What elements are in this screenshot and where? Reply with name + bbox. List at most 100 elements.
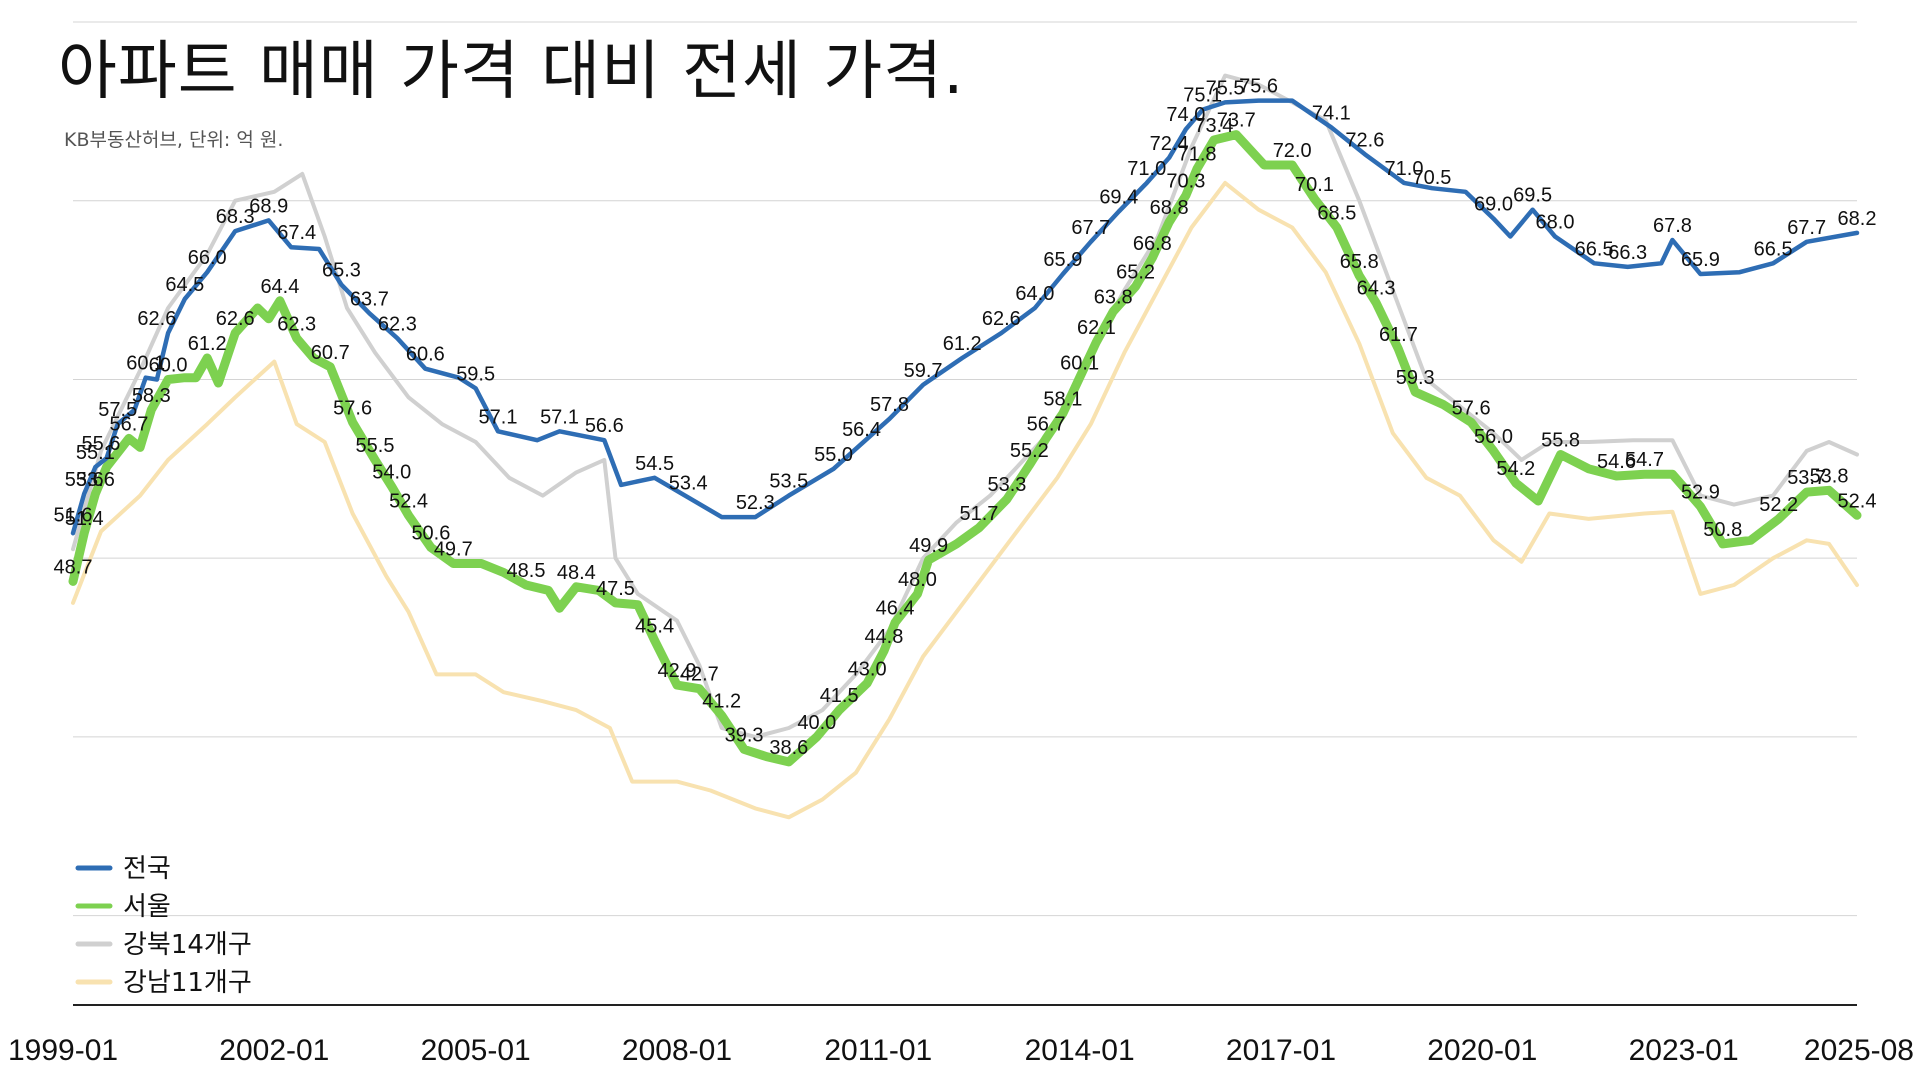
data-label: 64.4 bbox=[260, 276, 299, 298]
data-label: 48.5 bbox=[507, 560, 546, 582]
data-label: 52.4 bbox=[1838, 490, 1877, 512]
data-label: 53.8 bbox=[1810, 465, 1849, 487]
data-label: 67.7 bbox=[1071, 217, 1110, 239]
data-label: 62.6 bbox=[216, 308, 255, 330]
data-label: 65.2 bbox=[1116, 262, 1155, 284]
data-label: 55.6 bbox=[81, 433, 120, 455]
data-label: 55.5 bbox=[356, 435, 395, 457]
data-label: 52.4 bbox=[389, 490, 428, 512]
data-label: 66.5 bbox=[1575, 238, 1614, 260]
legend-entry: 서울 bbox=[123, 892, 171, 922]
data-label: 65.9 bbox=[1681, 249, 1720, 271]
data-label: 58.3 bbox=[132, 385, 171, 407]
x-tick-label: 2017-01 bbox=[1226, 1034, 1336, 1067]
data-label: 48.0 bbox=[898, 569, 937, 591]
data-label: 68.5 bbox=[1317, 203, 1356, 225]
series-line-2 bbox=[71, 73, 1859, 739]
data-label: 67.4 bbox=[277, 222, 316, 244]
x-tick-label: 1999-01 bbox=[8, 1034, 118, 1067]
data-label: 45.4 bbox=[635, 615, 674, 637]
data-label: 75.5 bbox=[1206, 77, 1245, 99]
data-label: 64.0 bbox=[1015, 283, 1054, 305]
data-label: 43.0 bbox=[848, 658, 887, 680]
x-tick-label: 2011-01 bbox=[824, 1034, 932, 1067]
series-lines bbox=[68, 73, 1862, 820]
data-label: 69.5 bbox=[1513, 185, 1552, 207]
data-label: 68.2 bbox=[1838, 208, 1877, 230]
data-label: 68.3 bbox=[216, 206, 255, 228]
data-label: 70.3 bbox=[1166, 170, 1205, 192]
data-label: 69.4 bbox=[1099, 186, 1138, 208]
data-label: 66.0 bbox=[188, 247, 227, 269]
series-line-1 bbox=[68, 130, 1862, 767]
data-label: 64.5 bbox=[165, 274, 204, 296]
data-label: 51.4 bbox=[65, 508, 104, 530]
data-label: 62.6 bbox=[982, 308, 1021, 330]
data-label: 63.7 bbox=[350, 288, 389, 310]
data-label: 55.1 bbox=[76, 442, 115, 464]
data-label: 49.9 bbox=[909, 535, 948, 557]
data-label: 74.0 bbox=[1166, 104, 1205, 126]
data-label: 42.7 bbox=[680, 664, 719, 686]
data-label: 73.7 bbox=[1217, 110, 1256, 132]
data-label: 50.8 bbox=[1703, 519, 1742, 541]
data-label: 59.3 bbox=[1396, 367, 1435, 389]
data-label: 60.6 bbox=[406, 344, 445, 366]
data-label: 61.2 bbox=[943, 333, 982, 355]
data-label: 56.7 bbox=[1027, 413, 1066, 435]
data-label: 38.6 bbox=[769, 737, 808, 759]
data-label: 57.6 bbox=[1452, 397, 1491, 419]
data-label: 60.7 bbox=[311, 342, 350, 364]
data-label: 62.3 bbox=[277, 313, 316, 335]
data-label: 53.4 bbox=[669, 472, 708, 494]
data-label: 66.8 bbox=[1133, 233, 1172, 255]
data-label: 54.7 bbox=[1625, 449, 1664, 471]
data-label: 52.9 bbox=[1681, 481, 1720, 503]
data-label: 48.4 bbox=[557, 562, 596, 584]
data-label: 48.7 bbox=[54, 556, 93, 578]
data-label: 61.7 bbox=[1379, 324, 1418, 346]
data-label: 67.7 bbox=[1787, 217, 1826, 239]
data-label: 75.1 bbox=[1183, 85, 1222, 107]
data-label: 55.2 bbox=[1010, 440, 1049, 462]
data-label: 49.7 bbox=[434, 539, 473, 561]
data-label: 57.5 bbox=[98, 399, 137, 421]
chart-subtitle: KB부동산허브, 단위: 억 원. bbox=[64, 129, 284, 151]
data-label: 69.0 bbox=[1474, 194, 1513, 216]
data-label: 53.3 bbox=[987, 474, 1026, 496]
data-label: 56.7 bbox=[109, 413, 148, 435]
data-label: 56.6 bbox=[585, 415, 624, 437]
x-tick-label: 2014-01 bbox=[1025, 1034, 1135, 1067]
data-label: 53.7 bbox=[1787, 467, 1826, 489]
data-label: 66.3 bbox=[1608, 242, 1647, 264]
x-tick-label: 2008-01 bbox=[622, 1034, 732, 1067]
data-label: 68.8 bbox=[1150, 197, 1189, 219]
data-label: 56.4 bbox=[842, 419, 881, 441]
data-label: 54.0 bbox=[372, 462, 411, 484]
series-line-0 bbox=[70, 98, 1860, 536]
chart-title: 아파트 매매 가격 대비 전세 가격. bbox=[58, 35, 965, 109]
series-line-3 bbox=[71, 180, 1859, 820]
data-label: 55.8 bbox=[1541, 430, 1580, 452]
data-label: 62.3 bbox=[378, 313, 417, 335]
data-label: 53.5 bbox=[769, 471, 808, 493]
data-label: 41.2 bbox=[702, 690, 741, 712]
data-label: 71.0 bbox=[1127, 158, 1166, 180]
data-label: 55.0 bbox=[814, 444, 853, 466]
data-label: 59.5 bbox=[456, 363, 495, 385]
data-label: 60.1 bbox=[1060, 353, 1099, 375]
data-label: 58.1 bbox=[1043, 388, 1082, 410]
legend-entry: 전국 bbox=[123, 854, 171, 884]
data-label: 75.6 bbox=[1239, 76, 1278, 98]
legend-entry: 강북14개구 bbox=[123, 930, 252, 960]
data-label: 59.7 bbox=[904, 360, 943, 382]
data-label: 57.1 bbox=[540, 406, 579, 428]
data-label: 66.5 bbox=[1754, 238, 1793, 260]
data-label: 57.8 bbox=[870, 394, 909, 416]
data-label: 50.6 bbox=[411, 522, 450, 544]
data-label: 64.3 bbox=[1357, 278, 1396, 300]
data-label: 65.3 bbox=[322, 260, 361, 282]
data-label: 74.1 bbox=[1312, 102, 1351, 124]
